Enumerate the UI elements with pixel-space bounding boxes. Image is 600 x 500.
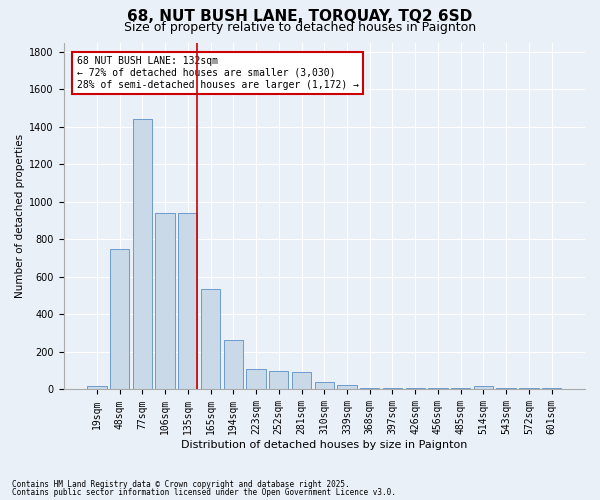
Bar [519,388,539,390]
Bar [474,386,493,390]
Bar [133,120,152,390]
Text: Size of property relative to detached houses in Paignton: Size of property relative to detached ho… [124,21,476,34]
Bar [451,388,470,390]
Bar [428,388,448,390]
Bar [360,388,379,390]
Bar [383,388,402,390]
Text: Contains public sector information licensed under the Open Government Licence v3: Contains public sector information licen… [12,488,396,497]
Bar [406,388,425,390]
Bar [87,386,107,390]
Bar [178,213,197,390]
Bar [201,289,220,390]
Bar [314,382,334,390]
Bar [542,388,561,390]
Text: 68, NUT BUSH LANE, TORQUAY, TQ2 6SD: 68, NUT BUSH LANE, TORQUAY, TQ2 6SD [127,9,473,24]
Bar [337,385,356,390]
Bar [247,369,266,390]
Bar [224,340,243,390]
Y-axis label: Number of detached properties: Number of detached properties [15,134,25,298]
Bar [292,372,311,390]
Bar [155,213,175,390]
Bar [496,388,516,390]
Text: 68 NUT BUSH LANE: 132sqm
← 72% of detached houses are smaller (3,030)
28% of sem: 68 NUT BUSH LANE: 132sqm ← 72% of detach… [77,56,359,90]
Bar [269,370,289,390]
X-axis label: Distribution of detached houses by size in Paignton: Distribution of detached houses by size … [181,440,467,450]
Text: Contains HM Land Registry data © Crown copyright and database right 2025.: Contains HM Land Registry data © Crown c… [12,480,350,489]
Bar [110,249,129,390]
